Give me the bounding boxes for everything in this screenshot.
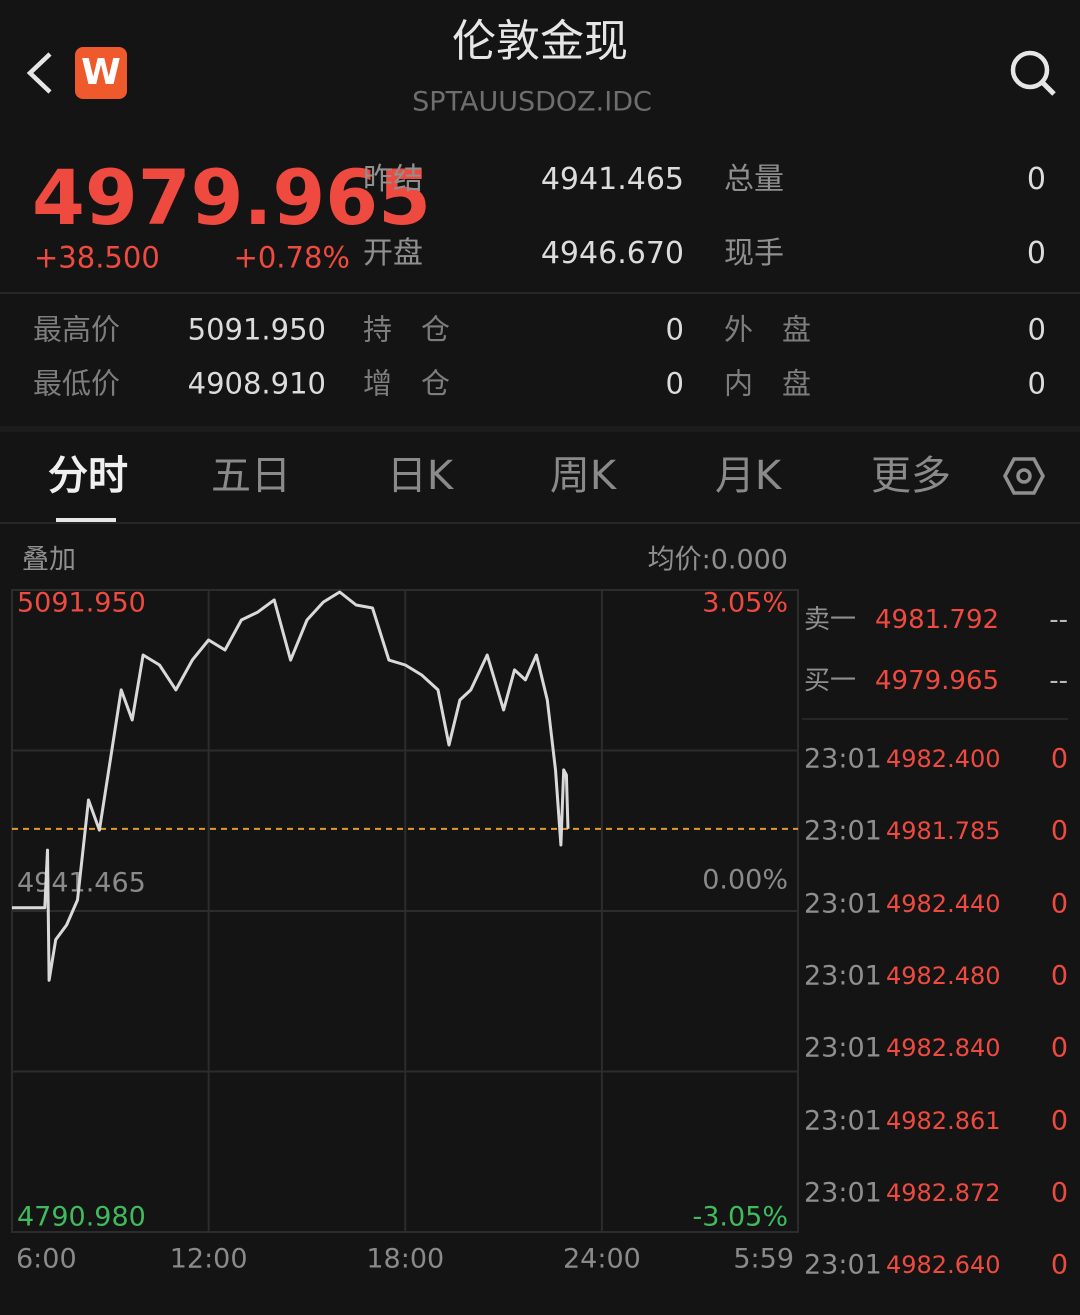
detail-label: 最低价: [33, 366, 121, 401]
stat-label: 现手: [724, 236, 784, 271]
overlay-button[interactable]: 叠加: [22, 544, 76, 576]
divider: [0, 426, 1080, 432]
price: 4979.965: [32, 153, 432, 242]
trade-volume: 0: [1050, 1177, 1068, 1209]
trade-time: 23:01: [804, 1249, 882, 1281]
x-tick-label: 24:00: [563, 1244, 641, 1275]
price-line: [12, 590, 570, 982]
tab[interactable]: 日K: [386, 453, 454, 499]
trade-volume: 0: [1050, 888, 1068, 920]
book-volume: --: [1049, 666, 1068, 696]
trade-volume: 0: [1050, 743, 1068, 775]
tab[interactable]: 五日: [211, 453, 291, 499]
detail-value: 5091.950: [187, 312, 326, 347]
tab[interactable]: 月K: [714, 453, 782, 499]
trade-price: 4982.861: [886, 1106, 1001, 1135]
trade-price: 4981.785: [886, 817, 1001, 846]
trade-time: 23:01: [804, 888, 882, 920]
detail-label: 增 仓: [363, 366, 451, 401]
search-button[interactable]: [1008, 48, 1060, 100]
trade-price: 4982.400: [886, 745, 1001, 773]
trade-time: 23:01: [804, 960, 882, 992]
settings-button[interactable]: [1003, 455, 1045, 497]
stat-label: 开盘: [363, 236, 423, 271]
stat-value: 4946.670: [540, 236, 684, 271]
stat-value: 4941.465: [540, 162, 684, 197]
x-tick-label: 18:00: [366, 1244, 444, 1275]
trade-price: 4982.872: [886, 1178, 1001, 1207]
book-side: 卖一: [804, 605, 857, 635]
detail-value: 0: [1027, 366, 1046, 401]
logo: W: [75, 47, 127, 99]
trade-volume: 0: [1050, 1249, 1068, 1281]
tab[interactable]: 更多: [871, 453, 951, 499]
trade-time: 23:01: [804, 743, 882, 775]
stat-label: 总量: [724, 162, 784, 197]
divider: [0, 292, 1080, 294]
title: 伦敦金现: [452, 16, 628, 67]
book-price: 4981.792: [875, 605, 1000, 635]
detail-value: 0: [665, 366, 684, 401]
x-tick-label: 6:00: [16, 1244, 77, 1275]
trade-price: 4982.480: [886, 961, 1001, 990]
trade-time: 23:01: [804, 1177, 882, 1209]
trade-volume: 0: [1050, 960, 1068, 992]
y2-tick-label: 3.05%: [702, 588, 788, 619]
trade-volume: 0: [1050, 1105, 1068, 1136]
trade-time: 23:01: [804, 815, 882, 847]
book-price: 4979.965: [875, 666, 1000, 696]
change: +38.500: [34, 240, 160, 275]
stat-value: 0: [1026, 236, 1046, 271]
book-side: 买一: [804, 666, 857, 696]
x-tick-label: 5:59: [733, 1244, 794, 1275]
detail-value: 4908.910: [187, 366, 326, 401]
detail-value: 0: [1027, 312, 1046, 347]
code: SPTAUUSDOZ.IDC: [412, 86, 652, 118]
detail-label: 内 盘: [724, 366, 812, 401]
stat-label: 昨结: [363, 162, 423, 197]
y-tick-label: 4790.980: [17, 1202, 146, 1233]
stat-value: 0: [1026, 162, 1046, 197]
tab[interactable]: 分时: [48, 453, 128, 499]
trade-volume: 0: [1050, 815, 1068, 847]
trade-time: 23:01: [804, 1032, 882, 1064]
tab[interactable]: 周K: [549, 453, 617, 499]
trade-time: 23:01: [804, 1105, 882, 1136]
trade-price: 4982.640: [886, 1251, 1001, 1280]
detail-label: 外 盘: [724, 312, 812, 347]
detail-label: 最高价: [33, 312, 121, 347]
tab-indicator: [56, 518, 116, 522]
detail-value: 0: [665, 312, 684, 347]
trade-price: 4982.840: [886, 1034, 1001, 1063]
y2-tick-label: -3.05%: [692, 1202, 788, 1233]
x-tick-label: 12:00: [170, 1244, 248, 1275]
book-volume: --: [1049, 605, 1068, 635]
detail-label: 持 仓: [363, 312, 451, 347]
trade-price: 4982.440: [886, 889, 1001, 918]
trade-volume: 0: [1050, 1032, 1068, 1064]
avg-price: 均价:0.000: [647, 544, 788, 576]
back-button[interactable]: [22, 50, 58, 96]
y-tick-label: 5091.950: [17, 588, 146, 619]
y2-tick-label: 0.00%: [702, 865, 788, 896]
divider: [802, 718, 1068, 720]
change-pct: +0.78%: [233, 240, 350, 275]
intraday-chart: 5091.9504941.4654790.9803.05%0.00%-3.05%…: [11, 588, 799, 1275]
divider: [0, 522, 1080, 524]
